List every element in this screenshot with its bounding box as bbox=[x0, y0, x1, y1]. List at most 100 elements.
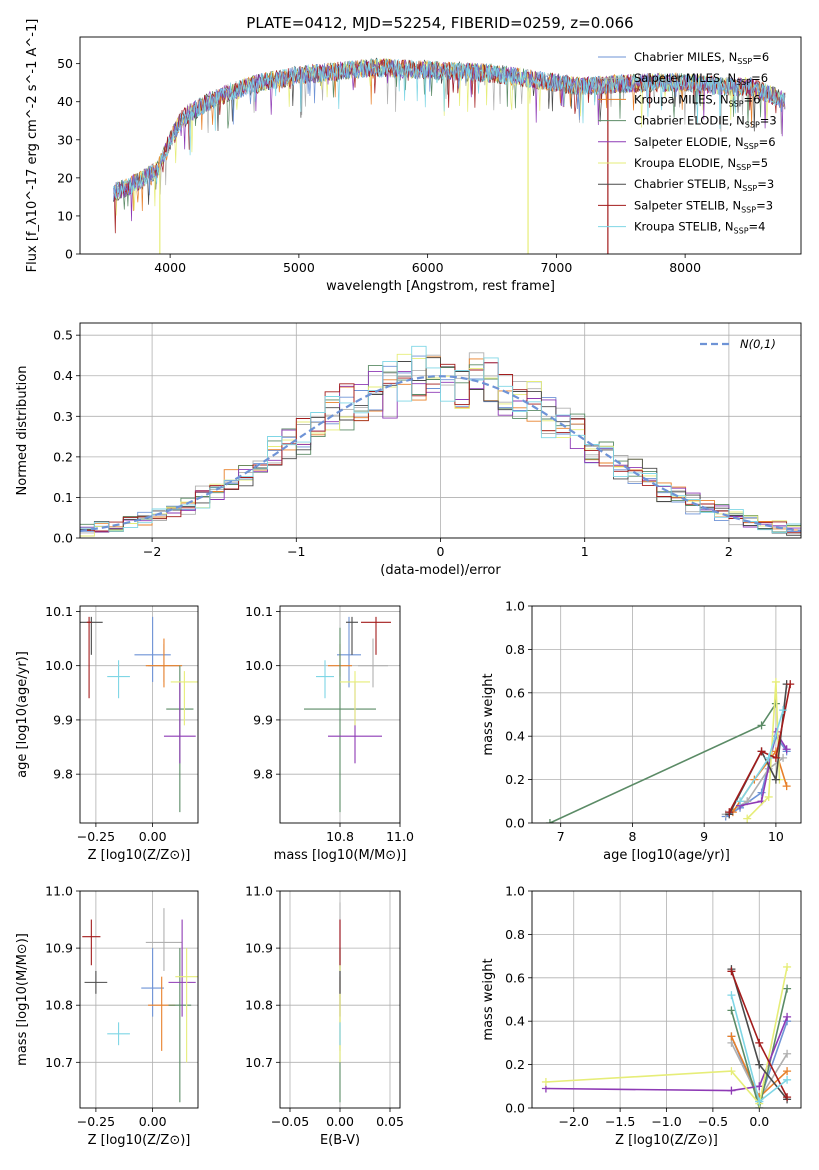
x-tick-label: 8000 bbox=[669, 260, 701, 275]
weight-marker bbox=[545, 819, 554, 823]
panel-spectrum: 4000 5000 6000 7000 8000 0 10 20 30 40 50 wavelengt… bbox=[25, 19, 802, 294]
x-axis-label: mass [log10(M/M⊙)] bbox=[274, 848, 407, 863]
y-tick-label: 1.0 bbox=[505, 884, 525, 899]
weight-marker bbox=[771, 677, 780, 686]
weight-marker bbox=[771, 775, 780, 784]
panel-residuals: −2 −1 0 1 2 0.0 0.1 0.2 0.3 0.4 0.5 (data-model)/er… bbox=[15, 322, 802, 578]
x-tick-label: −0.05 bbox=[271, 1114, 309, 1129]
x-tick-label: 10.8 bbox=[326, 829, 354, 844]
histogram-step bbox=[80, 357, 801, 536]
x-tick-label: 6000 bbox=[412, 260, 444, 275]
x-tick-label: −1.5 bbox=[605, 1114, 635, 1129]
y-tick-label: 9.9 bbox=[253, 712, 273, 727]
plot-area bbox=[80, 323, 801, 538]
axes-frame bbox=[279, 605, 401, 824]
weight-marker bbox=[782, 745, 791, 754]
weight-marker bbox=[755, 1060, 764, 1069]
x-tick-label: −1.0 bbox=[651, 1114, 681, 1129]
plot-area bbox=[532, 891, 801, 1108]
x-tick-label: −0.25 bbox=[77, 829, 115, 844]
legend-entry: Chabrier MILES, NSSP=6 bbox=[634, 50, 769, 66]
weight-marker bbox=[743, 814, 752, 823]
weight-marker bbox=[755, 1082, 764, 1091]
y-tick-label: 0.0 bbox=[53, 531, 73, 546]
y-tick-label: 0.8 bbox=[505, 642, 525, 657]
weight-marker bbox=[783, 1012, 792, 1021]
legend-entry: Salpeter MILES, NSSP=6 bbox=[634, 71, 768, 87]
weight-marker bbox=[786, 680, 795, 689]
panel-age-vs-Z: −0.25 0.00 9.8 9.9 10.0 10.1 Z [log10(Z/Z⊙)] ag… bbox=[15, 604, 199, 863]
y-tick-label: 0.8 bbox=[505, 927, 525, 942]
plot-area bbox=[113, 57, 786, 254]
x-tick-label: 8 bbox=[628, 829, 636, 844]
panel-mass-vs-EBV: −0.05 0.00 0.05 10.7 10.8 10.9 11.0 E(B-V) bbox=[245, 884, 404, 1149]
y-tick-label: 10.0 bbox=[45, 658, 73, 673]
weight-marker bbox=[782, 782, 791, 791]
y-tick-label: 30 bbox=[57, 132, 73, 147]
legend: Chabrier MILES, NSSP=6 Salpeter MILES, NS… bbox=[598, 50, 777, 236]
y-tick-label: 0.4 bbox=[505, 1014, 525, 1029]
normal-curve bbox=[80, 375, 801, 532]
x-tick-label: −2.0 bbox=[559, 1114, 589, 1129]
axes-frame bbox=[79, 36, 802, 255]
x-axis-label: E(B-V) bbox=[320, 1133, 360, 1148]
x-tick-label: 1 bbox=[581, 544, 589, 559]
y-tick-label: 9.8 bbox=[253, 767, 273, 782]
weight-marker bbox=[727, 1006, 736, 1015]
x-tick-label: −0.25 bbox=[77, 1114, 115, 1129]
histogram-step bbox=[80, 345, 801, 534]
plot-area bbox=[80, 891, 198, 1108]
axes-frame bbox=[279, 890, 401, 1109]
x-tick-label: 7000 bbox=[540, 260, 572, 275]
weight-line bbox=[746, 681, 781, 820]
weight-marker bbox=[783, 1049, 792, 1058]
y-tick-label: 10.9 bbox=[45, 941, 73, 956]
y-tick-label: 0.6 bbox=[505, 685, 525, 700]
y-tick-label: 10.7 bbox=[245, 1055, 273, 1070]
weight-marker bbox=[755, 1038, 764, 1047]
weight-marker bbox=[783, 1093, 792, 1102]
y-tick-label: 11.0 bbox=[45, 884, 73, 899]
x-tick-label: 0.00 bbox=[139, 1114, 167, 1129]
y-tick-label: 9.8 bbox=[53, 767, 73, 782]
x-axis-label: Z [log10(Z/Z⊙)] bbox=[88, 1133, 191, 1148]
weight-marker bbox=[727, 991, 736, 1000]
y-tick-label: 0.2 bbox=[53, 449, 73, 464]
x-tick-label: −2 bbox=[143, 544, 161, 559]
weight-marker bbox=[736, 797, 745, 806]
legend-entry: Salpeter ELODIE, NSSP=6 bbox=[634, 135, 776, 151]
spectrum-line bbox=[113, 58, 786, 234]
x-tick-label: 0.00 bbox=[326, 1114, 354, 1129]
weight-marker bbox=[779, 706, 788, 715]
x-tick-label: 0 bbox=[437, 544, 445, 559]
legend-entry: Chabrier ELODIE, NSSP=3 bbox=[634, 114, 777, 130]
plot-area bbox=[280, 891, 400, 1108]
plot-area bbox=[532, 606, 801, 823]
y-tick-label: 10.1 bbox=[245, 604, 273, 619]
weight-marker bbox=[783, 962, 792, 971]
x-tick-label: 9 bbox=[700, 829, 708, 844]
weight-line bbox=[545, 966, 788, 1106]
weight-marker bbox=[727, 1067, 736, 1076]
weight-marker bbox=[757, 747, 766, 756]
x-axis-label: age [log10(age/yr)] bbox=[603, 848, 730, 863]
spectrum-line bbox=[113, 59, 786, 201]
weight-marker bbox=[771, 753, 780, 762]
weight-marker bbox=[764, 753, 773, 762]
weight-marker bbox=[725, 808, 734, 817]
x-axis-label: (data-model)/error bbox=[380, 563, 501, 578]
y-axis-label: age [log10(age/yr)] bbox=[15, 651, 30, 778]
axes-frame bbox=[79, 322, 802, 539]
weight-marker bbox=[727, 1032, 736, 1041]
y-tick-label: 0.1 bbox=[53, 490, 73, 505]
x-tick-label: −0.5 bbox=[698, 1114, 728, 1129]
legend-entry: N(0,1) bbox=[740, 337, 776, 351]
legend-entry: Kroupa STELIB, NSSP=4 bbox=[634, 220, 765, 236]
axes-frame bbox=[531, 605, 802, 824]
weight-marker bbox=[764, 792, 773, 801]
weight-marker bbox=[727, 1086, 736, 1095]
panel-weight-vs-age: 7 8 9 10 0.0 0.2 0.4 0.6 0.8 1.0 age [log10(age/yr… bbox=[481, 599, 802, 863]
x-tick-label: 11.0 bbox=[386, 829, 414, 844]
y-tick-label: 0.6 bbox=[505, 970, 525, 985]
